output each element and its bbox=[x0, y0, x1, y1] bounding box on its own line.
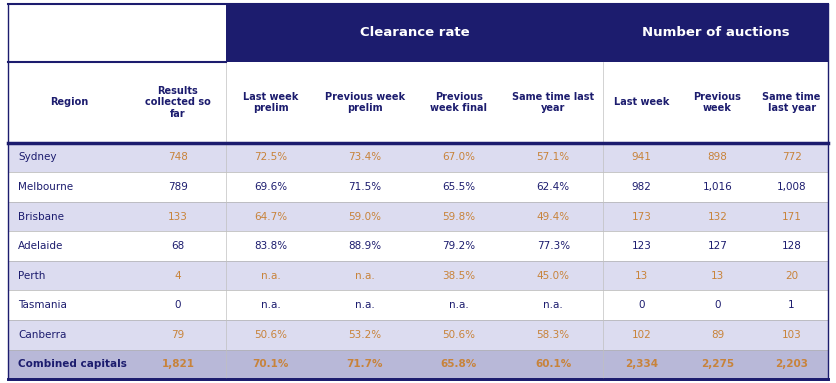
Text: 88.9%: 88.9% bbox=[348, 241, 381, 251]
Bar bbox=[8, 290, 828, 320]
Text: 128: 128 bbox=[782, 241, 802, 251]
Text: 1: 1 bbox=[788, 300, 795, 310]
Text: 4: 4 bbox=[175, 271, 181, 281]
Text: 2,203: 2,203 bbox=[775, 359, 808, 369]
Text: 50.6%: 50.6% bbox=[254, 330, 287, 340]
Text: 127: 127 bbox=[707, 241, 727, 251]
Text: 13: 13 bbox=[635, 271, 648, 281]
Bar bbox=[8, 62, 227, 143]
Text: Tasmania: Tasmania bbox=[18, 300, 67, 310]
Text: 20: 20 bbox=[785, 271, 798, 281]
Text: 50.6%: 50.6% bbox=[442, 330, 476, 340]
Text: n.a.: n.a. bbox=[543, 300, 563, 310]
Text: 72.5%: 72.5% bbox=[254, 152, 287, 162]
Text: Last week
prelim: Last week prelim bbox=[242, 92, 298, 113]
Text: n.a.: n.a. bbox=[261, 271, 280, 281]
Text: 0: 0 bbox=[175, 300, 181, 310]
Text: 748: 748 bbox=[168, 152, 188, 162]
Text: 49.4%: 49.4% bbox=[537, 211, 570, 222]
Bar bbox=[8, 261, 828, 290]
Text: 62.4%: 62.4% bbox=[537, 182, 570, 192]
Text: Canberra: Canberra bbox=[18, 330, 67, 340]
Text: 1,008: 1,008 bbox=[777, 182, 807, 192]
Text: 68: 68 bbox=[171, 241, 185, 251]
Text: Perth: Perth bbox=[18, 271, 46, 281]
Text: 941: 941 bbox=[631, 152, 651, 162]
Text: 1,016: 1,016 bbox=[702, 182, 732, 192]
Bar bbox=[227, 62, 603, 143]
Text: Melbourne: Melbourne bbox=[18, 182, 74, 192]
Text: Results
collected so
far: Results collected so far bbox=[145, 86, 211, 119]
Text: 2,334: 2,334 bbox=[624, 359, 658, 369]
Text: 59.0%: 59.0% bbox=[349, 211, 381, 222]
Text: 67.0%: 67.0% bbox=[442, 152, 476, 162]
Bar bbox=[8, 231, 828, 261]
Text: Previous week
prelim: Previous week prelim bbox=[324, 92, 405, 113]
Text: n.a.: n.a. bbox=[354, 271, 375, 281]
Text: 83.8%: 83.8% bbox=[254, 241, 287, 251]
Text: 73.4%: 73.4% bbox=[348, 152, 381, 162]
Text: Combined capitals: Combined capitals bbox=[18, 359, 127, 369]
Bar bbox=[8, 350, 828, 379]
Text: n.a.: n.a. bbox=[449, 300, 469, 310]
Text: 59.8%: 59.8% bbox=[442, 211, 476, 222]
Text: 57.1%: 57.1% bbox=[537, 152, 570, 162]
Text: 1,821: 1,821 bbox=[161, 359, 195, 369]
Bar bbox=[8, 202, 828, 231]
Text: n.a.: n.a. bbox=[261, 300, 280, 310]
Text: Previous
week final: Previous week final bbox=[431, 92, 487, 113]
Text: 103: 103 bbox=[782, 330, 802, 340]
Text: 772: 772 bbox=[782, 152, 802, 162]
Text: 89: 89 bbox=[711, 330, 724, 340]
Text: Region: Region bbox=[50, 97, 88, 107]
Text: Adelaide: Adelaide bbox=[18, 241, 64, 251]
Text: 38.5%: 38.5% bbox=[442, 271, 476, 281]
Text: Same time
last year: Same time last year bbox=[762, 92, 821, 113]
Bar bbox=[603, 62, 828, 143]
Bar bbox=[8, 320, 828, 350]
Text: Same time last
year: Same time last year bbox=[512, 92, 594, 113]
Text: 53.2%: 53.2% bbox=[348, 330, 381, 340]
Text: 79: 79 bbox=[171, 330, 185, 340]
Bar bbox=[8, 172, 828, 202]
Text: 171: 171 bbox=[782, 211, 802, 222]
Text: 0: 0 bbox=[638, 300, 645, 310]
Text: 71.5%: 71.5% bbox=[348, 182, 381, 192]
Bar bbox=[227, 4, 603, 62]
Text: 898: 898 bbox=[707, 152, 727, 162]
Text: Clearance rate: Clearance rate bbox=[360, 26, 470, 39]
Text: 70.1%: 70.1% bbox=[252, 359, 288, 369]
Text: 123: 123 bbox=[631, 241, 651, 251]
Text: 64.7%: 64.7% bbox=[254, 211, 287, 222]
Bar bbox=[8, 143, 828, 172]
Text: 132: 132 bbox=[707, 211, 727, 222]
Text: 65.5%: 65.5% bbox=[442, 182, 476, 192]
Text: Previous
week: Previous week bbox=[694, 92, 742, 113]
Text: 133: 133 bbox=[168, 211, 188, 222]
Text: 60.1%: 60.1% bbox=[535, 359, 571, 369]
Text: 982: 982 bbox=[631, 182, 651, 192]
Text: 2,275: 2,275 bbox=[701, 359, 734, 369]
Text: 65.8%: 65.8% bbox=[441, 359, 477, 369]
Text: 102: 102 bbox=[631, 330, 651, 340]
Text: n.a.: n.a. bbox=[354, 300, 375, 310]
Text: 79.2%: 79.2% bbox=[442, 241, 476, 251]
Text: 58.3%: 58.3% bbox=[537, 330, 570, 340]
Text: 77.3%: 77.3% bbox=[537, 241, 570, 251]
Text: 45.0%: 45.0% bbox=[537, 271, 569, 281]
Bar bbox=[8, 4, 227, 62]
Text: 69.6%: 69.6% bbox=[254, 182, 287, 192]
Text: 71.7%: 71.7% bbox=[346, 359, 383, 369]
Text: 789: 789 bbox=[168, 182, 188, 192]
Text: 13: 13 bbox=[711, 271, 724, 281]
Text: Brisbane: Brisbane bbox=[18, 211, 64, 222]
Bar bbox=[603, 4, 828, 62]
Text: 173: 173 bbox=[631, 211, 651, 222]
Text: Sydney: Sydney bbox=[18, 152, 57, 162]
Text: Last week: Last week bbox=[614, 97, 669, 107]
Text: Number of auctions: Number of auctions bbox=[641, 26, 789, 39]
Text: 0: 0 bbox=[714, 300, 721, 310]
